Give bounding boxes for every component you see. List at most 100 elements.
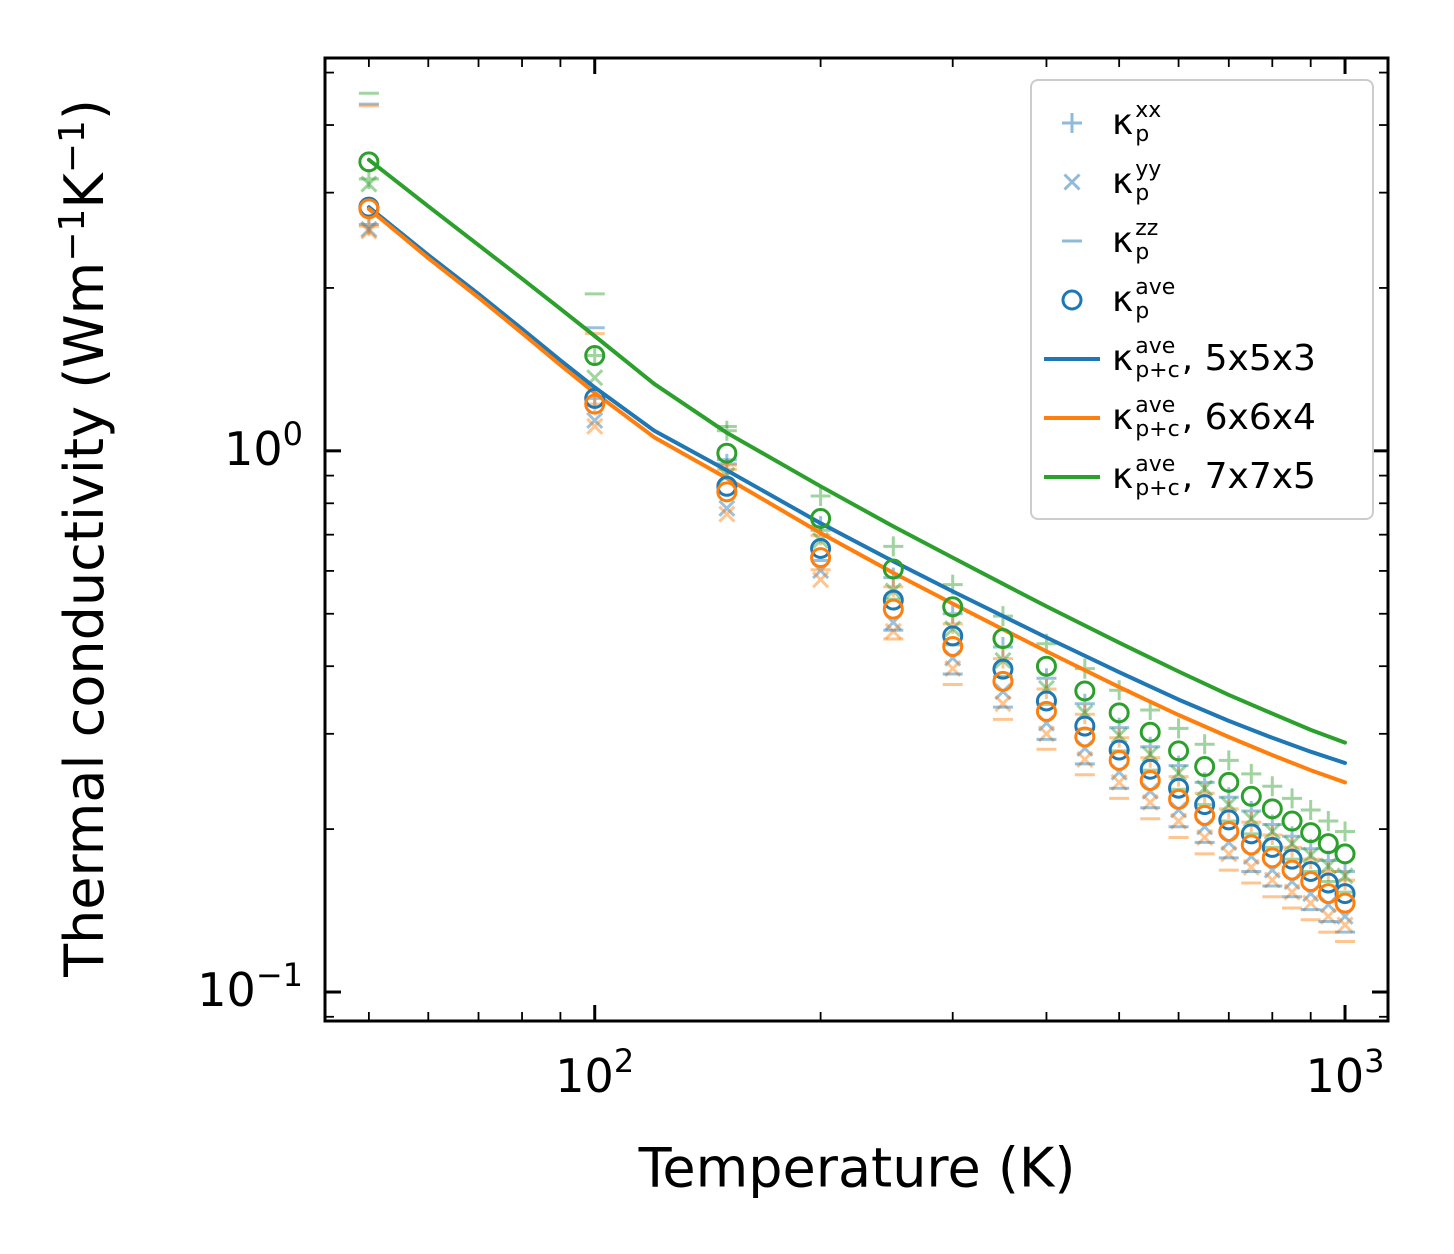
plus-marker bbox=[1036, 668, 1057, 689]
kappa-symbol: κ bbox=[1112, 397, 1134, 438]
circle-marker bbox=[1108, 749, 1130, 771]
circle-marker bbox=[1139, 721, 1161, 743]
circle-marker bbox=[1317, 883, 1339, 905]
series-kappa-p-ave-5x5x3 bbox=[358, 196, 1356, 905]
series-kappa-p-zz-5x5x3 bbox=[358, 102, 1356, 934]
line-marker-icon bbox=[1044, 415, 1100, 420]
legend-marker-cell bbox=[1032, 100, 1112, 146]
circle-marker bbox=[1139, 769, 1161, 791]
y-axis-title: Thermal conductivity (Wm−1K−1) bbox=[52, 99, 116, 977]
kappa-symbol: κ bbox=[1112, 456, 1134, 497]
circle-marker bbox=[1261, 847, 1283, 869]
circle-marker bbox=[1218, 771, 1240, 793]
circle-marker bbox=[1300, 871, 1322, 893]
circle-marker bbox=[1300, 822, 1322, 844]
cross-marker bbox=[1302, 846, 1320, 864]
plus-marker bbox=[1282, 837, 1303, 858]
kappa-symbol: κ bbox=[1112, 161, 1134, 202]
y-axis-title-sup: −1 bbox=[52, 120, 93, 174]
cross-marker bbox=[1110, 726, 1128, 744]
circle-marker bbox=[1108, 739, 1130, 761]
plus-marker bbox=[358, 216, 379, 237]
legend-suffix: , 7x7x5 bbox=[1181, 456, 1316, 497]
legend-marker-cell bbox=[1032, 454, 1112, 500]
plus-marker bbox=[584, 345, 605, 366]
plus-marker bbox=[1074, 693, 1095, 714]
plus-marker bbox=[883, 576, 904, 597]
plus-marker bbox=[1168, 766, 1189, 787]
circle-marker bbox=[1240, 785, 1262, 807]
circle-marker bbox=[1168, 740, 1190, 762]
plus-marker bbox=[1241, 812, 1262, 833]
circle-marker bbox=[942, 625, 964, 647]
cross-marker bbox=[360, 220, 378, 238]
cross-marker bbox=[1170, 764, 1188, 782]
cross-marker bbox=[360, 222, 378, 240]
cross-marker bbox=[1141, 793, 1159, 812]
plus-marker bbox=[1318, 811, 1339, 832]
plus-marker-icon bbox=[1062, 112, 1082, 133]
circle-marker bbox=[1240, 834, 1262, 856]
cross-marker bbox=[884, 622, 902, 640]
cross-marker bbox=[1302, 894, 1320, 912]
cross-marker bbox=[718, 505, 736, 523]
legend-marker-cell bbox=[1032, 336, 1112, 382]
cross-marker bbox=[1319, 857, 1337, 875]
series-kappa-p-yy-6x6x4 bbox=[360, 222, 1354, 934]
legend: κ xx p κ yy p κ zz p κ ave p κ ave p+c, 5x5x3 κ ave p+c, … bbox=[1030, 79, 1374, 520]
cross-marker bbox=[812, 571, 830, 589]
cross-marker bbox=[718, 499, 736, 517]
circle-marker bbox=[1317, 833, 1339, 855]
legend-marker-cell bbox=[1032, 277, 1112, 323]
cross-marker bbox=[1319, 907, 1337, 925]
circle-marker bbox=[1261, 836, 1283, 858]
y-tick-label: 10−1 bbox=[197, 956, 303, 1017]
circle-marker bbox=[1168, 788, 1190, 810]
plus-marker bbox=[1140, 747, 1161, 768]
legend-item-1: κ xx p bbox=[1032, 93, 1372, 152]
tick-marks bbox=[325, 58, 1388, 1021]
cross-marker bbox=[1263, 822, 1281, 841]
cross-marker bbox=[1141, 745, 1159, 763]
cross-marker bbox=[1037, 725, 1056, 743]
line-marker-icon bbox=[1044, 356, 1100, 361]
circle-marker bbox=[1281, 859, 1303, 881]
legend-item-4: κ ave p bbox=[1032, 270, 1372, 329]
cross-marker bbox=[1242, 810, 1260, 828]
circle-marker bbox=[882, 598, 904, 620]
circle-marker bbox=[716, 442, 738, 464]
circle-marker bbox=[942, 635, 964, 657]
plus-marker bbox=[1262, 825, 1283, 846]
kappa-scripts: ave p+c bbox=[1135, 393, 1180, 442]
legend-suffix: , 5x5x3 bbox=[1181, 338, 1316, 379]
legend-item-2: κ yy p bbox=[1032, 152, 1372, 211]
legend-label: κ ave p+c, 5x5x3 bbox=[1112, 335, 1316, 381]
kappa-symbol: κ bbox=[1112, 102, 1134, 143]
legend-item-5: κ ave p+c, 5x5x3 bbox=[1032, 329, 1372, 388]
circle-marker bbox=[1108, 702, 1130, 724]
plus-marker bbox=[1318, 861, 1339, 882]
plus-marker bbox=[1335, 821, 1356, 842]
circle-marker bbox=[358, 198, 380, 220]
cross-marker bbox=[1196, 828, 1214, 847]
circle-marker bbox=[1281, 848, 1303, 870]
cross-marker bbox=[1242, 858, 1260, 876]
circle-marker bbox=[1194, 756, 1216, 778]
plus-marker bbox=[1218, 798, 1239, 819]
circle-marker-icon bbox=[1061, 289, 1083, 310]
kappa-scripts: yy p bbox=[1135, 157, 1162, 206]
legend-label: κ zz p bbox=[1112, 217, 1158, 263]
kappa-symbol: κ bbox=[1112, 338, 1134, 379]
cross-marker bbox=[1283, 835, 1301, 853]
cross-marker bbox=[586, 411, 604, 430]
y-tick-label: 100 bbox=[224, 415, 303, 476]
plus-marker bbox=[1300, 799, 1321, 820]
y-axis-title-sup: −1 bbox=[52, 208, 93, 262]
legend-marker-cell bbox=[1032, 159, 1112, 205]
cross-marker bbox=[1170, 812, 1188, 830]
circle-marker bbox=[942, 596, 964, 618]
circle-marker bbox=[1281, 810, 1303, 832]
kappa-scripts: ave p+c bbox=[1135, 334, 1180, 383]
